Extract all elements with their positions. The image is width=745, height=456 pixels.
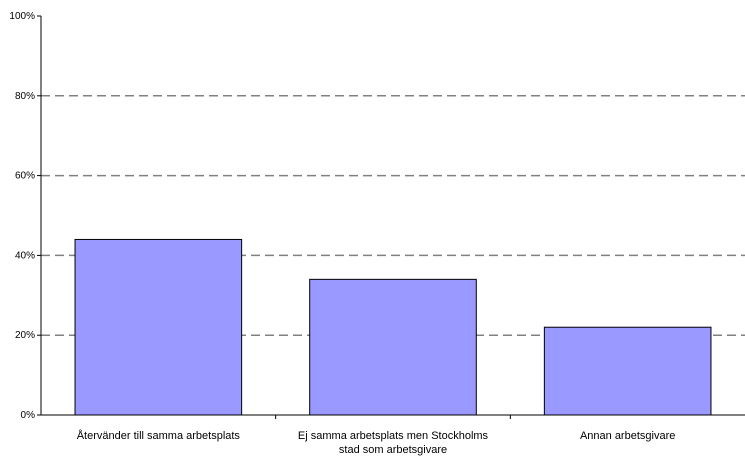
- bars: [74, 238, 712, 416]
- x-category-label: Annan arbetsgivare: [580, 430, 675, 442]
- bar: [309, 278, 477, 416]
- x-category-labels: Återvänder till samma arbetsplats Ej samm…: [77, 415, 675, 456]
- y-tick-labels: 0% 20% 40% 60% 80% 100%: [9, 11, 41, 421]
- y-tick-label: 40%: [15, 250, 35, 261]
- y-tick-label: 20%: [15, 330, 35, 341]
- y-tick-label: 80%: [15, 91, 35, 102]
- y-tick-label: 60%: [15, 171, 35, 182]
- y-tick-label: 100%: [9, 11, 35, 22]
- x-category-label: stad som arbetsgivare: [339, 444, 447, 456]
- axes: [40, 16, 745, 416]
- y-tick-label: 0%: [21, 410, 36, 421]
- bar: [74, 238, 243, 416]
- x-category-label: Återvänder till samma arbetsplats: [77, 429, 241, 442]
- x-category-label: Ej samma arbetsplats men Stockholms: [298, 430, 489, 442]
- bar: [543, 326, 712, 416]
